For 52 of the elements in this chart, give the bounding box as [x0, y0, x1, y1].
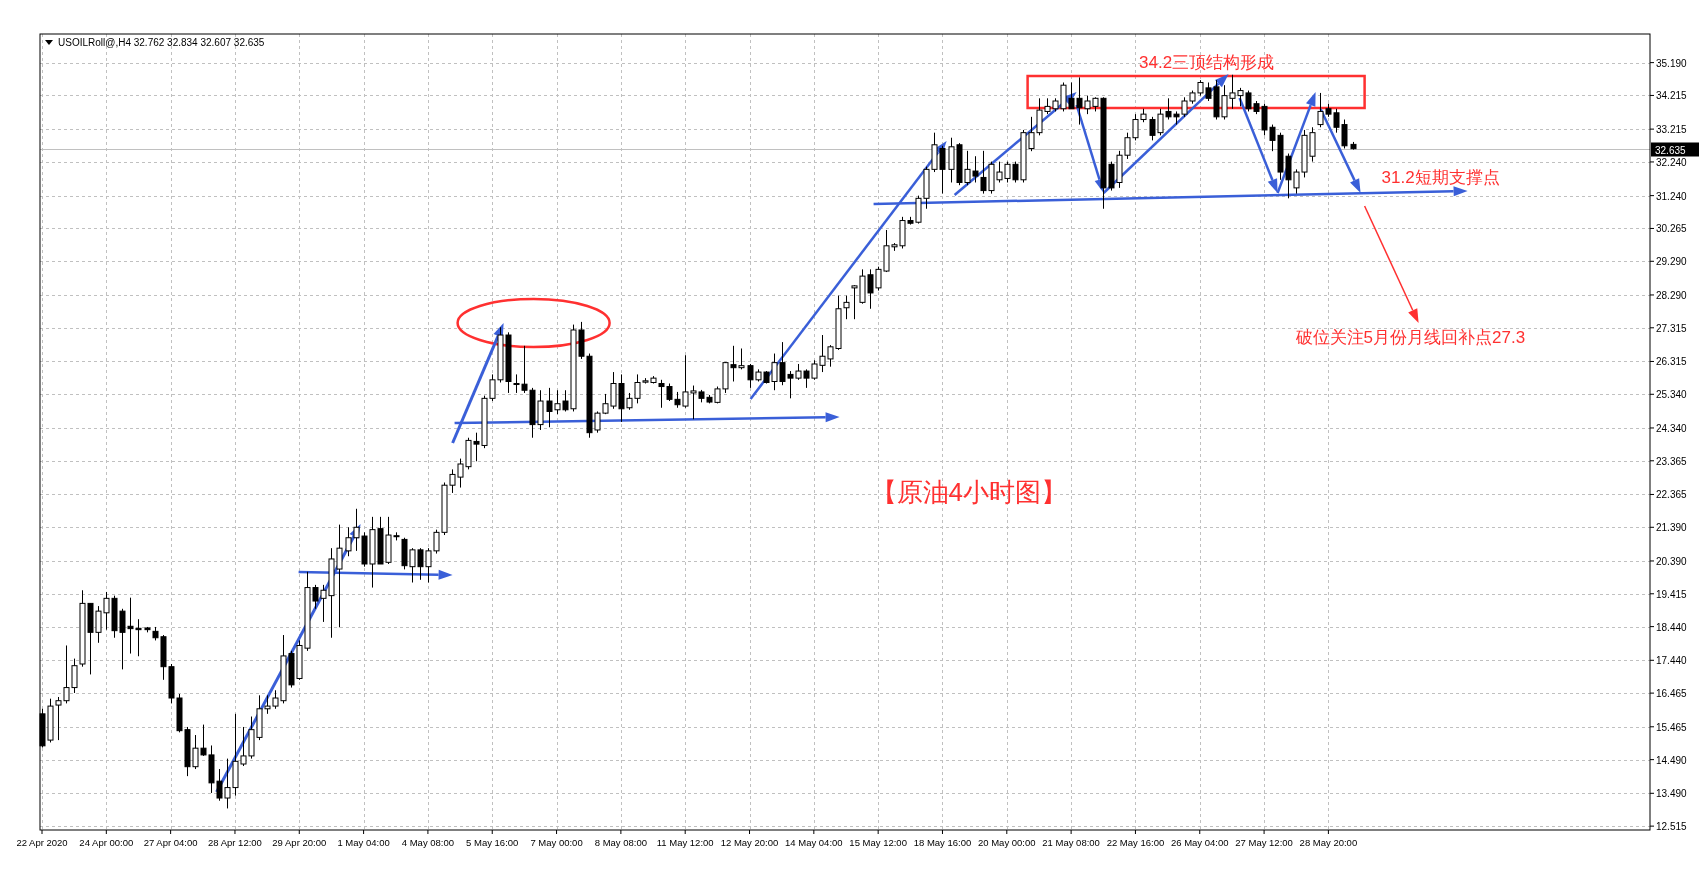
- y-tick-label: 21.390: [1656, 522, 1688, 534]
- y-tick-label: 35.190: [1656, 57, 1688, 69]
- y-tick-label: 29.290: [1656, 256, 1688, 268]
- x-tick-label: 27 Apr 04:00: [143, 837, 198, 848]
- candlestick: [843, 295, 850, 320]
- y-tick-label: 13.490: [1656, 788, 1688, 800]
- y-tick-label: 34.215: [1656, 90, 1688, 102]
- x-tick-label: 26 May 04:00: [1170, 837, 1229, 848]
- x-tick-label: 18 May 16:00: [913, 837, 972, 848]
- y-tick-label: 17.440: [1656, 655, 1688, 667]
- y-tick-label: 31.240: [1656, 190, 1688, 202]
- x-tick-label: 22 Apr 2020: [16, 837, 68, 848]
- x-tick-label: 15 May 12:00: [849, 837, 907, 848]
- x-tick-label: 4 May 08:00: [401, 837, 455, 848]
- y-tick-label: 22.365: [1656, 489, 1688, 501]
- annotation: 【原油4小时图】: [870, 477, 1068, 507]
- chart-title: USOILRoll@,H4 32.762 32.834 32.607 32.635: [58, 37, 265, 48]
- y-tick-label: 33.215: [1656, 124, 1688, 136]
- x-tick-label: 29 Apr 20:00: [272, 837, 327, 848]
- y-tick-label: 20.390: [1656, 555, 1688, 567]
- x-tick-label: 24 Apr 00:00: [79, 837, 134, 848]
- ref-line-label: 32.635: [1655, 144, 1687, 156]
- y-tick-label: 16.465: [1656, 688, 1688, 700]
- y-tick-label: 19.415: [1656, 588, 1688, 600]
- annotation: 34.2三顶结构形成: [1139, 52, 1275, 72]
- x-tick-label: 22 May 16:00: [1106, 837, 1165, 848]
- x-tick-label: 14 May 04:00: [785, 837, 843, 848]
- y-tick-label: 15.465: [1656, 721, 1688, 733]
- annotation: 31.2短期支撑点: [1381, 168, 1500, 187]
- x-tick-label: 20 May 00:00: [978, 837, 1036, 848]
- x-tick-label: 12 May 20:00: [720, 837, 779, 848]
- x-tick-label: 27 May 12:00: [1235, 837, 1293, 848]
- y-tick-label: 30.265: [1656, 223, 1688, 235]
- y-tick-label: 27.315: [1656, 322, 1688, 334]
- annotation: 破位关注5月份月线回补点27.3: [1294, 328, 1526, 347]
- x-tick-label: 5 May 16:00: [466, 837, 519, 848]
- x-tick-label: 28 Apr 12:00: [208, 837, 262, 848]
- x-tick-label: 11 May 12:00: [656, 837, 714, 848]
- y-tick-label: 26.315: [1656, 356, 1688, 368]
- x-tick-label: 28 May 20:00: [1299, 837, 1358, 848]
- x-tick-label: 21 May 08:00: [1042, 837, 1100, 848]
- y-tick-label: 12.515: [1656, 821, 1688, 833]
- y-tick-label: 25.340: [1656, 389, 1688, 401]
- x-tick-label: 8 May 08:00: [594, 837, 648, 848]
- x-tick-label: 1 May 04:00: [337, 837, 390, 848]
- x-tick-label: 7 May 00:00: [530, 837, 583, 848]
- y-tick-label: 24.340: [1656, 422, 1688, 434]
- y-tick-label: 23.365: [1656, 455, 1688, 467]
- y-tick-label: 14.490: [1656, 754, 1688, 766]
- y-tick-label: 28.290: [1656, 289, 1688, 301]
- y-tick-label: 18.440: [1656, 621, 1688, 633]
- y-tick-label: 32.240: [1656, 156, 1688, 168]
